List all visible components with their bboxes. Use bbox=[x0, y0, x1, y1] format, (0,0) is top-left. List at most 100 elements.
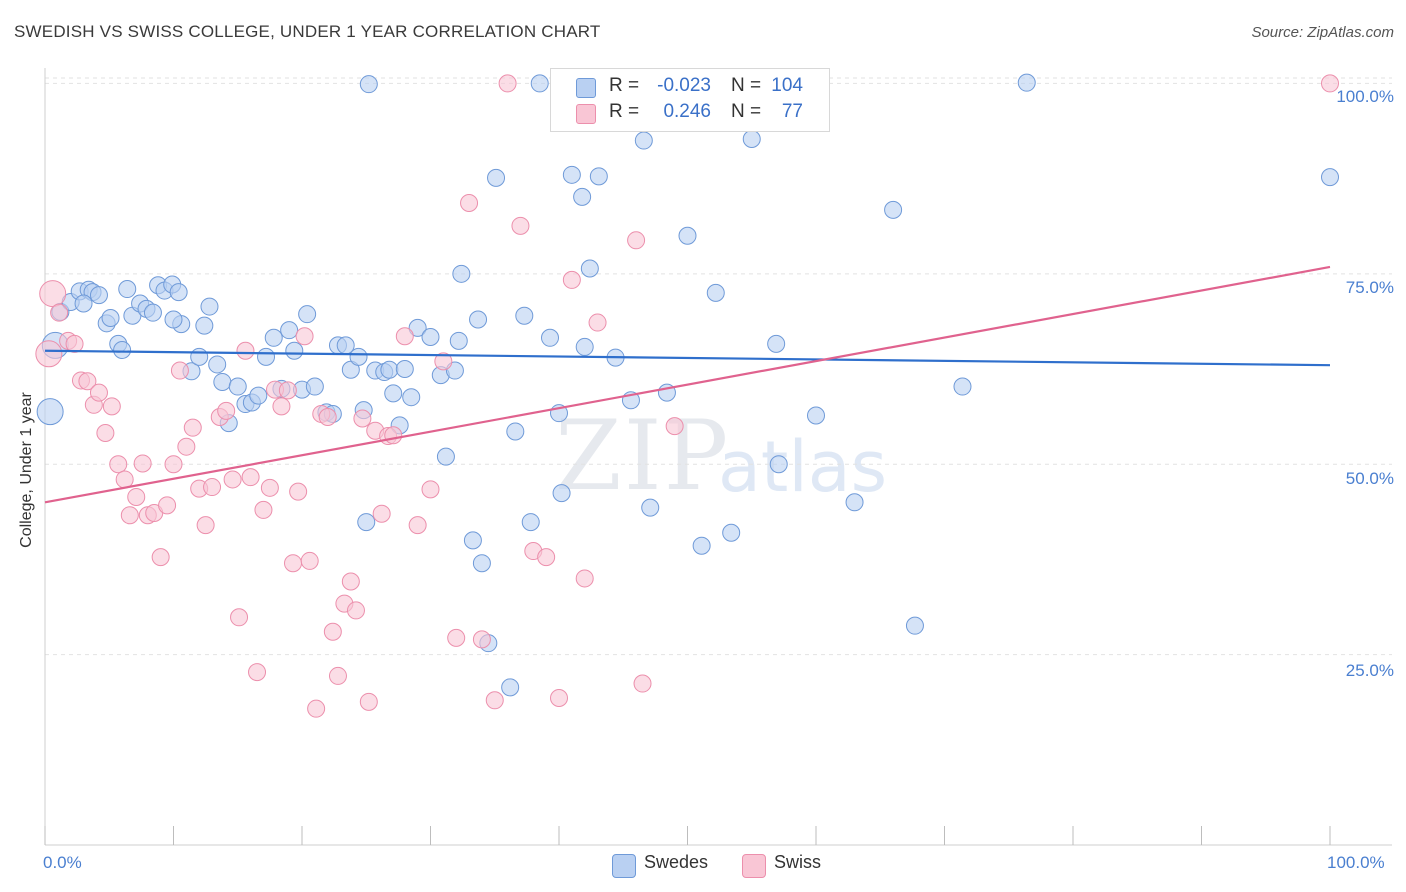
swiss-point bbox=[241, 468, 260, 487]
swedes-point bbox=[575, 337, 594, 356]
swiss-point bbox=[588, 313, 607, 332]
swiss-point bbox=[170, 361, 189, 380]
swiss-point bbox=[151, 548, 170, 567]
swiss-point bbox=[177, 437, 196, 456]
legend-r-value: -0.023 bbox=[657, 75, 711, 96]
swiss-point bbox=[537, 548, 556, 567]
swedes-point bbox=[101, 308, 120, 327]
swiss-point bbox=[96, 423, 115, 442]
swiss-point bbox=[1321, 74, 1339, 93]
swiss-point bbox=[89, 383, 108, 402]
swedes-point bbox=[953, 377, 972, 396]
swedes-point bbox=[380, 360, 399, 379]
swiss-point bbox=[485, 691, 504, 710]
swedes-point bbox=[541, 328, 560, 347]
swedes-swatch-icon bbox=[576, 78, 596, 98]
swiss-legend-icon bbox=[742, 854, 766, 878]
swiss-point bbox=[254, 500, 273, 519]
swiss-point bbox=[223, 470, 242, 489]
swedes-point bbox=[118, 280, 137, 299]
swiss-point bbox=[307, 699, 326, 718]
swiss-trend-line bbox=[44, 265, 1331, 504]
legend-n-label: N = bbox=[731, 101, 762, 122]
swedes-trend-line bbox=[44, 349, 1331, 367]
swedes-point bbox=[573, 187, 592, 206]
legend-r-label: R = bbox=[609, 75, 640, 96]
swiss-point bbox=[120, 506, 139, 525]
swedes-point bbox=[349, 347, 368, 366]
y-tick-label-50: 50.0% bbox=[1345, 469, 1394, 488]
swedes-point bbox=[208, 355, 227, 374]
swedes-point bbox=[213, 372, 232, 391]
swiss-point bbox=[447, 628, 466, 647]
swedes-point bbox=[264, 328, 283, 347]
swedes-point bbox=[280, 321, 299, 340]
swedes-point bbox=[257, 347, 276, 366]
swedes-point bbox=[449, 331, 468, 350]
swiss-point bbox=[346, 601, 365, 620]
legend-n-label: N = bbox=[731, 75, 762, 96]
swedes-point bbox=[402, 388, 421, 407]
swedes-point bbox=[589, 167, 608, 186]
swedes-point bbox=[89, 286, 108, 305]
swiss-point bbox=[633, 674, 652, 693]
swedes-point bbox=[190, 347, 209, 366]
x-tick-label-max: 100.0% bbox=[1327, 853, 1385, 872]
swedes-point bbox=[487, 168, 506, 187]
swedes-point bbox=[515, 306, 534, 325]
swedes-point bbox=[501, 678, 520, 697]
swedes-point bbox=[692, 536, 711, 555]
swiss-point bbox=[511, 216, 530, 235]
swedes-point bbox=[113, 340, 132, 359]
swiss-point bbox=[550, 689, 568, 708]
swedes-point bbox=[384, 384, 403, 403]
swiss-legend-label: Swiss bbox=[774, 852, 822, 872]
swedes-point bbox=[298, 305, 317, 324]
swedes-point bbox=[580, 259, 599, 278]
swiss-point bbox=[323, 622, 342, 641]
swiss-point bbox=[203, 478, 222, 497]
swiss-point bbox=[300, 551, 319, 570]
swiss-point bbox=[78, 372, 97, 391]
swedes-legend-icon bbox=[612, 854, 636, 878]
swiss-point bbox=[328, 666, 347, 685]
swedes-point bbox=[634, 131, 653, 150]
swedes-point bbox=[408, 318, 427, 337]
swiss-point bbox=[289, 482, 308, 501]
swiss-point bbox=[434, 352, 453, 371]
source-credit: Source: ZipAtlas.com bbox=[1251, 24, 1394, 41]
swiss-point bbox=[395, 327, 414, 346]
swedes-point bbox=[1017, 73, 1036, 92]
chart-title: SWEDISH VS SWISS COLLEGE, UNDER 1 YEAR C… bbox=[14, 22, 601, 41]
swedes-point bbox=[530, 74, 549, 93]
swiss-point bbox=[272, 397, 291, 416]
swedes-point bbox=[562, 165, 581, 184]
legend-r-label: R = bbox=[609, 101, 640, 122]
swiss-point bbox=[472, 630, 491, 649]
watermark-zip: ZIP bbox=[555, 400, 731, 512]
swedes-point bbox=[36, 398, 64, 426]
swedes-point bbox=[249, 386, 268, 405]
swedes-point bbox=[1321, 168, 1339, 187]
swedes-point bbox=[767, 334, 786, 353]
swiss-point bbox=[248, 663, 267, 682]
swiss-point bbox=[236, 341, 255, 360]
swedes-point bbox=[143, 303, 162, 322]
swedes-point bbox=[678, 226, 697, 245]
swedes-point bbox=[74, 294, 93, 313]
swiss-point bbox=[133, 454, 152, 473]
legend-n-value: 77 bbox=[781, 101, 803, 122]
swiss-point bbox=[127, 487, 146, 506]
swedes-point bbox=[884, 200, 903, 219]
swiss-point bbox=[39, 280, 67, 308]
correlation-legend: R = -0.023 N = 104 R = 0.246 N = 77 bbox=[550, 68, 830, 132]
swiss-point bbox=[260, 478, 279, 497]
legend-r-value: 0.246 bbox=[663, 101, 711, 122]
swedes-point bbox=[421, 328, 440, 347]
swedes-point bbox=[905, 616, 924, 635]
swedes-point bbox=[469, 310, 488, 329]
swedes-point bbox=[164, 310, 183, 329]
swiss-point bbox=[102, 397, 121, 416]
swiss-point bbox=[665, 417, 684, 436]
swedes-point bbox=[436, 447, 455, 466]
